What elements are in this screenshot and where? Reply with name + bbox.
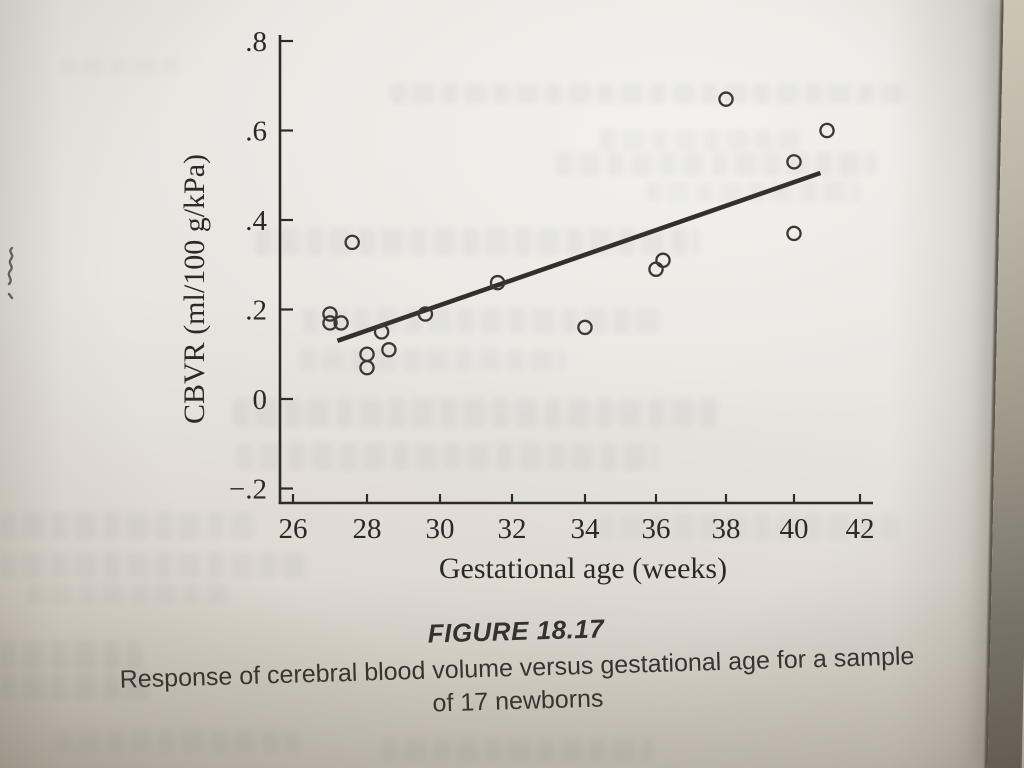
data-point [489, 274, 506, 291]
data-point [718, 91, 734, 107]
data-point [381, 342, 397, 358]
x-tick-label: 26 [279, 513, 308, 545]
x-axis-ticks: 26 28 30 32 34 36 38 40 42 [279, 494, 875, 545]
x-tick-label: 40 [780, 513, 809, 545]
data-point [417, 306, 434, 322]
x-tick-label: 38 [712, 513, 741, 545]
y-axis-ticks: .8 .6 .4 .2 0 −.2 [229, 26, 293, 506]
x-tick-label: 30 [426, 513, 455, 545]
x-axis-title: Gestational age (weeks) [439, 552, 727, 585]
x-tick-label: 28 [353, 513, 382, 545]
data-point [786, 225, 802, 242]
y-tick-label: .2 [245, 295, 267, 327]
data-point [819, 122, 835, 139]
data-points [322, 91, 835, 376]
data-point [577, 319, 593, 336]
data-point [655, 252, 671, 269]
y-axis-title: CBVR (ml/100 g/kPa) [178, 154, 211, 424]
x-tick-label: 42 [846, 513, 875, 545]
data-point [344, 234, 360, 251]
y-tick-label: .6 [245, 116, 267, 148]
x-tick-label: 32 [498, 513, 527, 545]
data-point [322, 315, 338, 331]
ink-scribble-mark [7, 246, 14, 300]
data-point [648, 261, 664, 277]
x-tick-label: 34 [571, 513, 601, 545]
data-point [359, 346, 375, 362]
data-point [786, 154, 802, 170]
data-point [373, 324, 390, 340]
data-point [333, 315, 349, 331]
y-tick-label: .8 [245, 26, 267, 58]
y-tick-label: −.2 [229, 474, 267, 506]
data-point [322, 306, 338, 322]
regression-line [336, 170, 822, 343]
x-tick-label: 36 [642, 513, 671, 545]
y-tick-label: .4 [245, 205, 267, 237]
data-point [359, 359, 375, 376]
y-tick-label: 0 [253, 384, 268, 416]
